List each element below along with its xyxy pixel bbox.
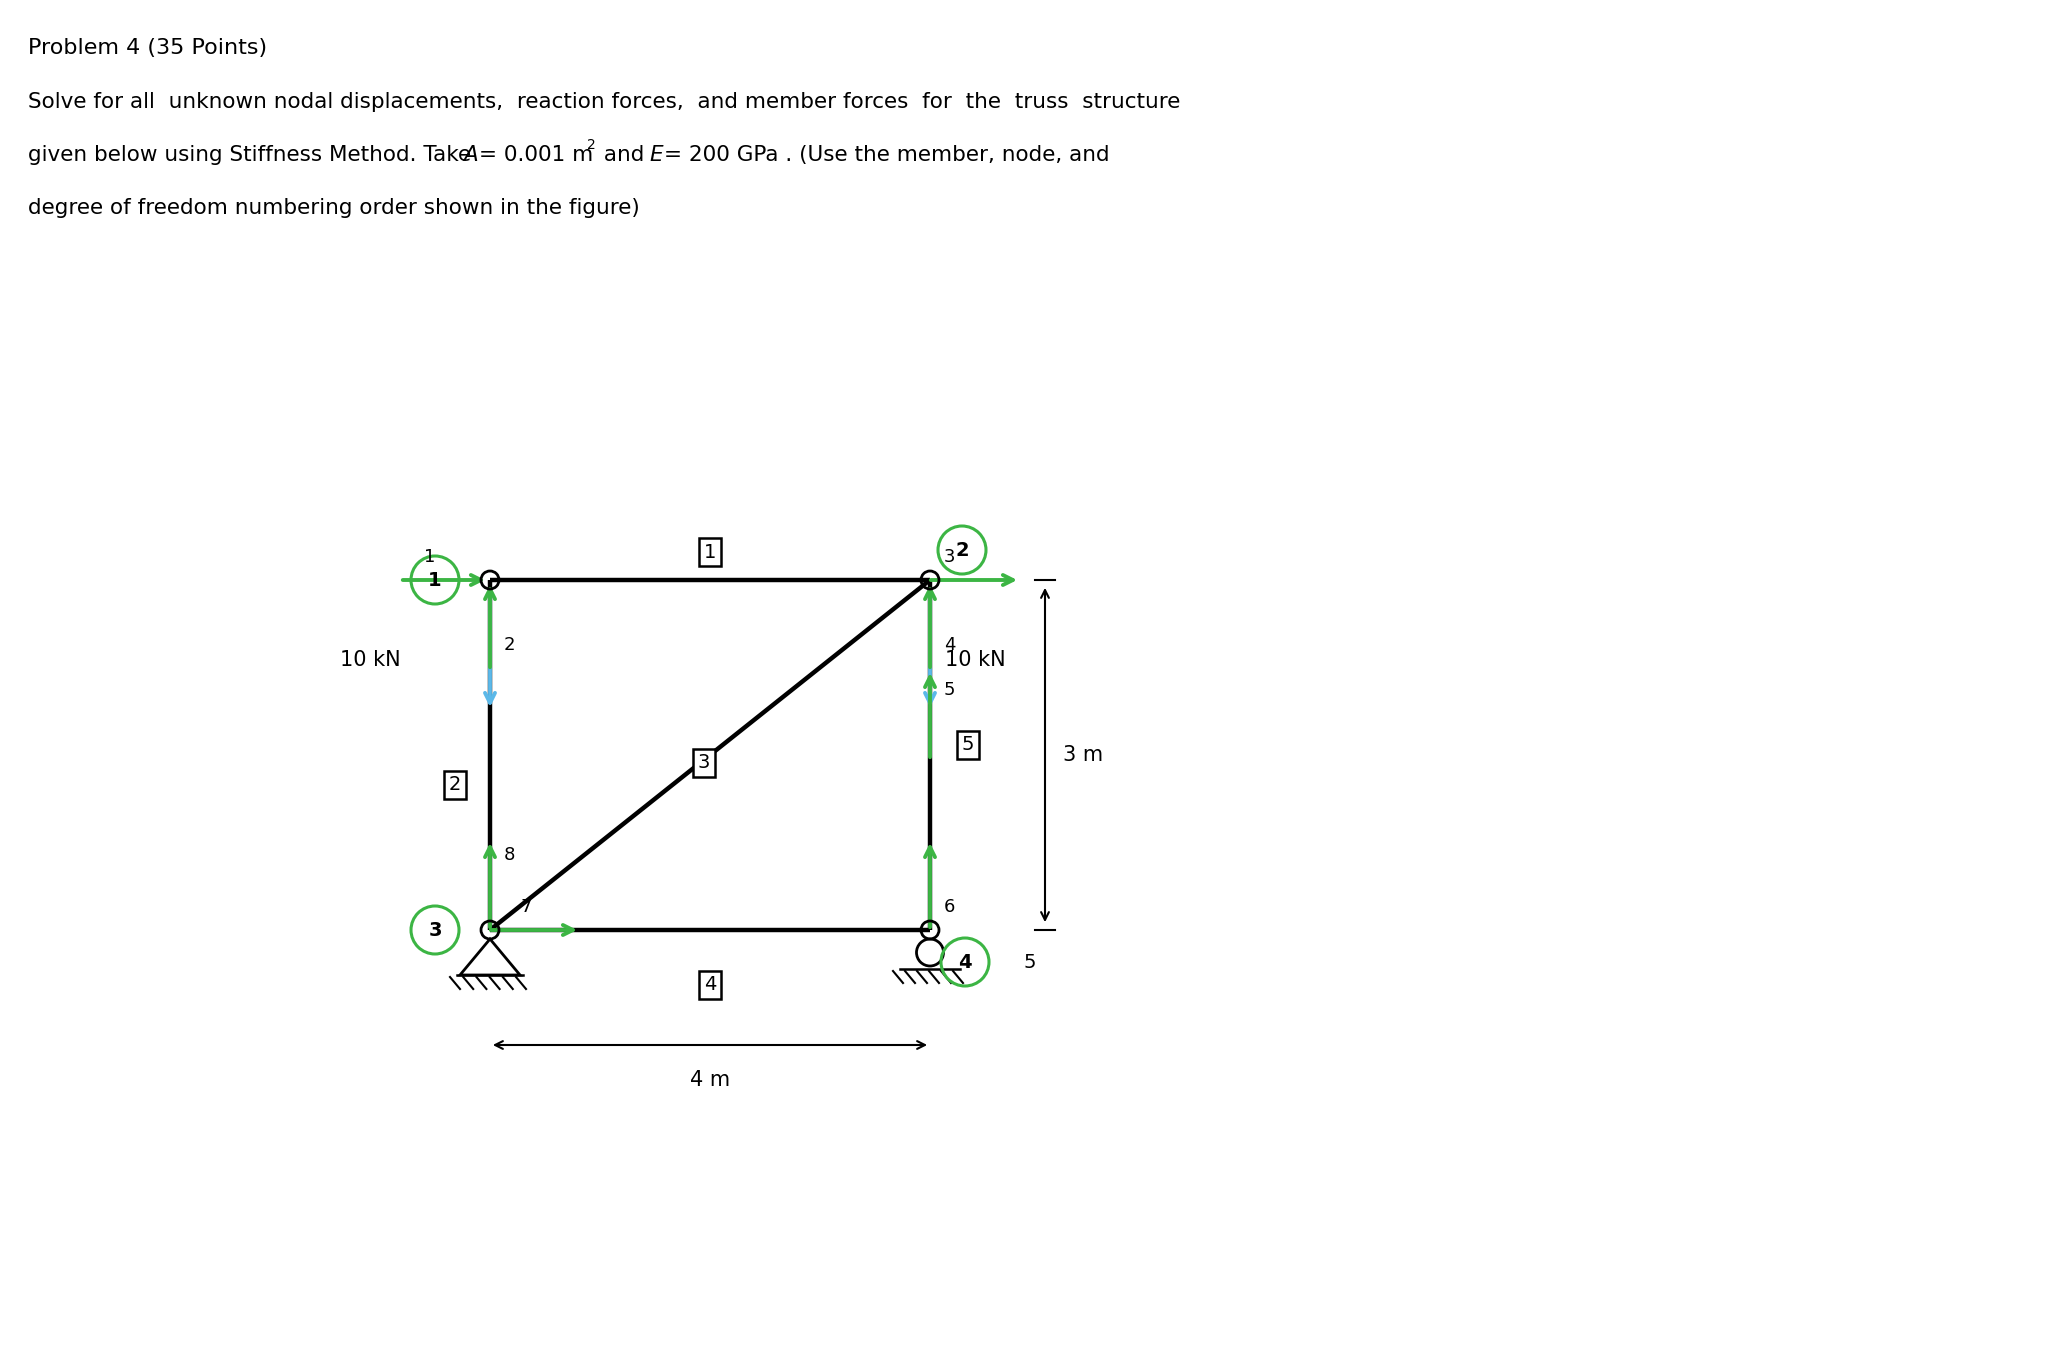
- Text: 5: 5: [1023, 953, 1035, 972]
- Text: 10 kN: 10 kN: [340, 650, 401, 670]
- Text: = 200 GPa . (Use the member, node, and: = 200 GPa . (Use the member, node, and: [665, 145, 1109, 166]
- Text: $\mathit{A}$: $\mathit{A}$: [462, 145, 479, 166]
- Text: 2: 2: [955, 541, 970, 560]
- Text: 1: 1: [428, 571, 442, 590]
- Text: 2: 2: [448, 775, 460, 794]
- Text: 8: 8: [503, 847, 516, 864]
- Text: 7: 7: [520, 898, 532, 917]
- Text: and: and: [597, 145, 651, 166]
- Text: 3: 3: [943, 548, 955, 567]
- Text: 6: 6: [943, 898, 955, 917]
- Text: 3: 3: [698, 754, 710, 773]
- Text: 10 kN: 10 kN: [945, 650, 1007, 670]
- Text: 1: 1: [424, 548, 436, 567]
- Text: 4 m: 4 m: [690, 1070, 730, 1090]
- Text: Problem 4 (35 Points): Problem 4 (35 Points): [29, 38, 268, 58]
- Text: 5: 5: [943, 681, 955, 699]
- Text: 2: 2: [503, 637, 516, 654]
- Text: 5: 5: [962, 735, 974, 755]
- Text: Solve for all  unknown nodal displacements,  reaction forces,  and member forces: Solve for all unknown nodal displacement…: [29, 92, 1181, 112]
- Text: 3 m: 3 m: [1064, 744, 1103, 765]
- Text: 4: 4: [704, 976, 716, 995]
- Text: given below using Stiffness Method. Take: given below using Stiffness Method. Take: [29, 145, 479, 166]
- Text: degree of freedom numbering order shown in the figure): degree of freedom numbering order shown …: [29, 198, 640, 218]
- Text: $\mathit{E}$: $\mathit{E}$: [649, 145, 665, 166]
- Text: 1: 1: [704, 542, 716, 561]
- Text: = 0.001 m: = 0.001 m: [479, 145, 593, 166]
- Text: 3: 3: [428, 921, 442, 940]
- Text: 2: 2: [587, 139, 595, 152]
- Text: 4: 4: [958, 953, 972, 972]
- Text: 4: 4: [943, 637, 955, 654]
